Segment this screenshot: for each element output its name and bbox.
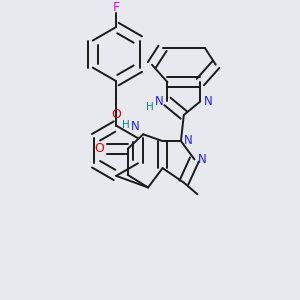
Text: N: N	[155, 95, 164, 108]
Text: N: N	[131, 120, 140, 133]
Text: F: F	[112, 1, 120, 14]
Text: O: O	[94, 142, 104, 155]
Text: N: N	[204, 95, 212, 108]
Text: N: N	[198, 153, 207, 166]
Text: H: H	[146, 102, 154, 112]
Text: H: H	[122, 120, 130, 130]
Text: O: O	[111, 107, 121, 121]
Text: N: N	[184, 134, 193, 147]
